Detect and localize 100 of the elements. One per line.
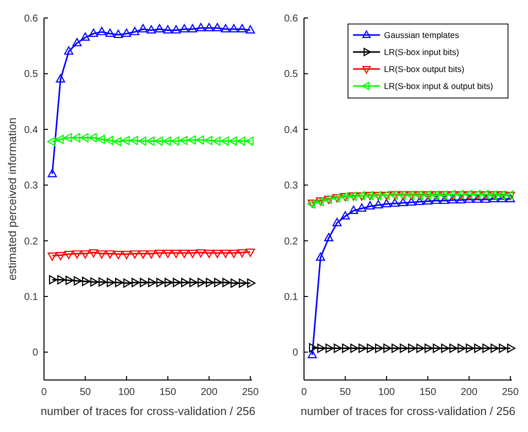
point: [220, 250, 230, 258]
point: [82, 276, 90, 286]
point: [181, 278, 190, 288]
x-tick-label: 50: [340, 387, 352, 398]
point: [449, 344, 458, 353]
point: [64, 250, 74, 260]
point: [130, 250, 140, 259]
y-tick-label: 0: [32, 348, 38, 359]
point: [154, 136, 163, 146]
point: [431, 196, 441, 204]
point: [180, 250, 189, 258]
legend-label: LR(S-box output bits): [384, 64, 464, 74]
point: [423, 196, 432, 204]
y-tick-label: 0.2: [284, 236, 298, 248]
point: [154, 250, 164, 258]
y-tick-label: 0.6: [24, 14, 38, 24]
point: [162, 136, 172, 146]
point: [80, 32, 90, 41]
point: [113, 137, 122, 146]
point: [237, 136, 246, 146]
point: [196, 249, 206, 258]
point: [206, 278, 214, 288]
y-tick-label: 0.4: [284, 124, 298, 136]
point: [48, 168, 57, 178]
point: [56, 252, 66, 260]
point: [237, 24, 247, 32]
point: [398, 198, 408, 206]
point: [392, 344, 400, 353]
point: [507, 344, 516, 353]
y-tick-label: 0.5: [24, 69, 38, 80]
point: [130, 136, 138, 146]
point: [72, 38, 82, 46]
point: [49, 275, 58, 284]
point: [245, 136, 254, 146]
point: [382, 198, 392, 208]
point: [204, 136, 212, 146]
x-tick-label: 250: [502, 387, 520, 398]
point: [238, 278, 248, 288]
point: [72, 250, 82, 259]
point: [324, 232, 334, 242]
x-tick-label: 200: [460, 387, 478, 398]
point: [80, 250, 90, 259]
point: [222, 278, 231, 288]
point: [365, 201, 375, 210]
point: [229, 250, 238, 258]
point: [179, 136, 188, 146]
x-tick-label: 50: [80, 387, 92, 398]
point: [204, 22, 214, 32]
point: [358, 344, 367, 353]
point: [156, 278, 165, 288]
legend-label: LR(S-box input & output bits): [384, 80, 494, 91]
point: [188, 24, 198, 32]
point: [114, 250, 123, 260]
point: [171, 25, 181, 34]
point: [180, 24, 189, 32]
point: [114, 30, 123, 38]
point: [204, 250, 214, 258]
point: [357, 203, 366, 212]
legend-label: Gaussian templates: [384, 30, 460, 40]
point: [122, 250, 132, 260]
point: [340, 211, 350, 220]
point: [163, 250, 172, 258]
point: [316, 252, 326, 261]
point: [123, 278, 132, 288]
y-tick-label: 0.3: [24, 180, 38, 192]
point: [212, 136, 221, 146]
point: [138, 24, 148, 32]
point: [196, 135, 204, 145]
point: [440, 196, 449, 204]
point: [326, 344, 334, 353]
point: [246, 25, 255, 34]
point: [220, 24, 230, 32]
y-tick-label: 0.1: [284, 292, 298, 303]
x-tick-label: 0: [41, 387, 48, 398]
point: [146, 25, 156, 34]
x-tick-label: 200: [200, 387, 218, 398]
point: [90, 277, 99, 287]
point: [164, 278, 173, 288]
y-tick-label: 0: [292, 348, 298, 359]
x-tick-label: 250: [242, 387, 260, 398]
point: [490, 344, 499, 353]
point: [88, 249, 98, 258]
x-axis-title: number of traces for cross-validation / 256: [40, 406, 256, 418]
point: [414, 196, 424, 206]
point: [106, 278, 116, 288]
point: [448, 195, 458, 204]
point: [489, 194, 498, 202]
point: [146, 136, 155, 146]
point: [458, 344, 466, 353]
point: [480, 194, 490, 203]
y-tick-label: 0.6: [284, 14, 298, 24]
point: [408, 344, 416, 353]
point: [172, 278, 182, 288]
point: [188, 250, 198, 258]
point: [140, 278, 148, 288]
point: [212, 22, 222, 32]
y-tick-label: 0.2: [24, 236, 38, 248]
point: [466, 344, 474, 353]
point: [122, 28, 132, 37]
point: [105, 250, 115, 259]
